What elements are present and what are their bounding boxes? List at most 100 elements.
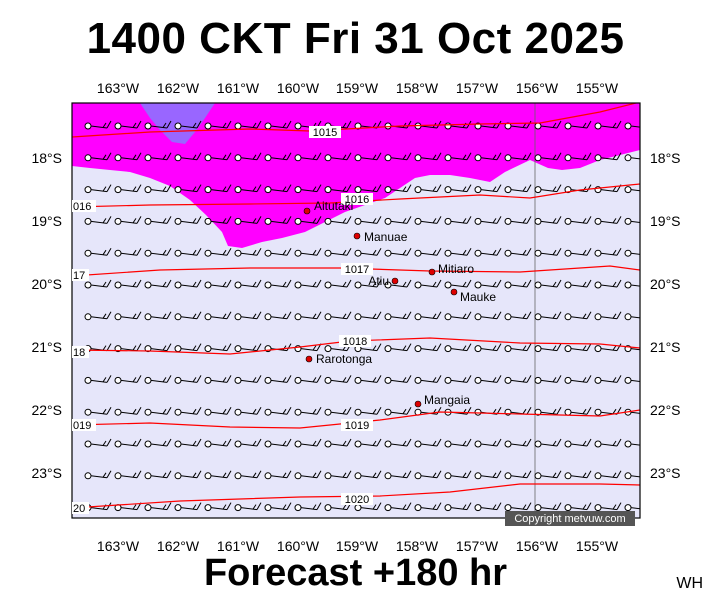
wind-barb: [264, 406, 292, 416]
wind-barb: [564, 311, 592, 321]
wind-barb: [324, 438, 352, 448]
wind-barb: [444, 438, 472, 448]
wind-barb: [294, 247, 322, 257]
isobar-edge-label: 17: [72, 269, 89, 282]
svg-text:016: 016: [73, 201, 91, 213]
island-name: Rarotonga: [316, 352, 372, 366]
wind-barb: [234, 375, 262, 384]
wind-barb: [444, 247, 472, 257]
wind-barb: [144, 438, 172, 448]
wind-barb: [414, 470, 442, 480]
wind-barb: [144, 184, 172, 194]
wind-barb: [414, 247, 442, 257]
wind-barb: [174, 470, 202, 480]
wind-barb: [594, 247, 622, 257]
wind-barb: [234, 120, 262, 130]
wind-barb: [534, 184, 562, 194]
wind-barb: [444, 311, 472, 321]
island-name: Aitutaki: [314, 199, 353, 213]
wind-barb: [114, 311, 142, 321]
wind-barb: [354, 406, 382, 416]
wind-barb: [534, 375, 562, 384]
wind-barb: [144, 279, 172, 289]
latitude-label: 18°S: [650, 150, 681, 166]
wind-barb: [294, 438, 322, 448]
wind-barb: [264, 120, 292, 130]
wind-barb: [84, 247, 112, 257]
isobar-labels: 1015 1016 016 1017 17 1018 18 1019 019 1020 20: [72, 126, 373, 515]
wind-barb: [174, 120, 202, 130]
wind-barb: [174, 184, 202, 194]
wind-barb: [84, 152, 112, 162]
wind-barb: [84, 375, 112, 384]
wind-barb: [144, 502, 172, 512]
longitude-label: 160°W: [277, 538, 320, 554]
wind-barb: [534, 470, 562, 480]
longitude-label: 163°W: [97, 538, 140, 554]
wind-barb: [474, 438, 502, 448]
wind-barb: [264, 184, 292, 194]
wind-barb: [564, 470, 592, 480]
wind-barb: [264, 216, 292, 225]
wind-barb: [174, 279, 202, 289]
wind-barb: [114, 120, 142, 130]
isobar-line: [72, 409, 640, 429]
wind-barb: [474, 470, 502, 480]
latitude-label: 20°S: [31, 276, 62, 292]
svg-text:18: 18: [73, 347, 85, 359]
wind-barb: [294, 152, 322, 162]
longitude-labels-top: 163°W 162°W 161°W 160°W 159°W 158°W 157°W 156°W…: [97, 80, 619, 96]
latitude-label: 23°S: [650, 465, 681, 481]
wind-barb: [294, 216, 322, 225]
wind-barb: [564, 216, 592, 225]
wind-barb: [294, 375, 322, 384]
wind-barb: [474, 184, 502, 194]
wind-barb: [294, 502, 322, 512]
wind-barb: [234, 216, 262, 225]
wind-barb: [594, 343, 622, 353]
wind-barb: [534, 502, 562, 512]
wind-barb: [444, 152, 472, 162]
wind-barb: [204, 375, 232, 384]
latitude-label: 19°S: [650, 213, 681, 229]
wind-barb: [174, 438, 202, 448]
wind-barb: [504, 216, 532, 225]
wind-barb: [504, 184, 532, 194]
longitude-label: 158°W: [396, 538, 439, 554]
isobar-line: [72, 183, 640, 208]
svg-text:17: 17: [73, 270, 85, 282]
wind-barb: [594, 311, 622, 321]
wind-barb: [264, 438, 292, 448]
wind-barb: [474, 279, 502, 289]
wind-barb: [624, 249, 640, 257]
map-title: 1400 CKT Fri 31 Oct 2025: [86, 14, 625, 63]
wind-barb: [384, 406, 412, 416]
wind-barb: [624, 313, 640, 321]
wind-barb: [624, 217, 640, 225]
isobar-edge-label: 18: [72, 346, 89, 359]
wind-barb: [204, 247, 232, 257]
latitude-label: 19°S: [31, 213, 62, 229]
wind-barb: [114, 279, 142, 289]
wind-barb: [264, 470, 292, 480]
longitude-label: 158°W: [396, 80, 439, 96]
wind-barb: [264, 375, 292, 384]
wind-barb: [174, 406, 202, 416]
wind-barb: [204, 216, 232, 225]
wind-barb: [204, 343, 232, 353]
wind-barb: [144, 311, 172, 321]
wind-barb: [444, 216, 472, 225]
latitude-labels-left: 18°S 19°S 20°S 21°S 22°S 23°S: [31, 150, 62, 481]
wind-barb: [594, 470, 622, 480]
wind-barb: [114, 184, 142, 194]
wind-barb: [234, 247, 262, 257]
wind-barb: [234, 438, 262, 448]
isobar-edge-label: 20: [72, 502, 89, 515]
wind-barb: [144, 406, 172, 416]
isobar-label: 1020: [341, 493, 373, 506]
wind-barb: [474, 247, 502, 257]
svg-text:1018: 1018: [343, 336, 367, 348]
longitude-label: 155°W: [576, 538, 619, 554]
wind-barb: [594, 375, 622, 384]
